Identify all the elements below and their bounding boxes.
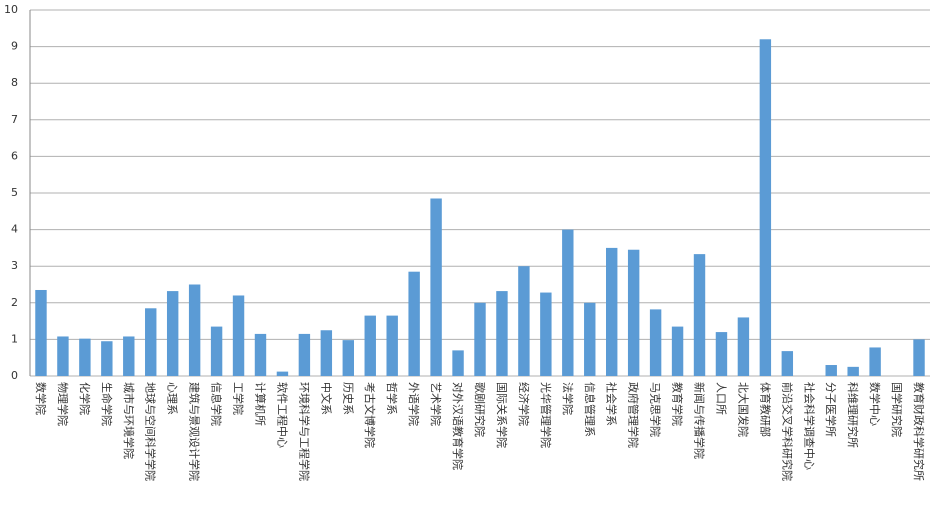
bar [188,284,201,376]
bar [320,330,333,376]
y-tick-label: 1 [11,332,18,345]
x-tick-label: 物理学院 [56,382,70,426]
y-tick-label: 0 [11,369,18,382]
bar [452,350,464,376]
bar [342,340,354,376]
y-tick-label: 3 [11,259,18,272]
bar [627,249,640,376]
x-tick-label: 北大国发院 [736,382,750,437]
x-tick-label: 对外汉语教育学院 [451,382,465,470]
x-tick-label: 体育教研部 [758,382,772,437]
x-tick-label: 新闻与传播学院 [693,382,707,459]
bar [693,254,706,376]
x-tick-label: 生命学院 [100,382,114,426]
bar [210,326,223,376]
x-tick-label: 外语学院 [407,382,421,426]
x-tick-label: 心理系 [166,382,179,415]
bar [276,371,289,376]
bar [298,333,311,376]
y-tick-label: 6 [11,149,18,162]
x-tick-label: 人口所 [714,382,727,415]
bar [781,351,794,376]
bar [430,198,442,376]
bar [562,229,574,376]
x-tick-label: 国学研究院 [890,382,904,437]
x-tick-label: 数学中心 [868,382,882,426]
bar [386,315,398,376]
x-tick-label: 前沿交叉学科研究院 [780,382,794,481]
bar [123,336,135,376]
x-tick-label: 法学院 [561,382,575,415]
bar [825,365,837,376]
x-tick-label: 歌剧研究院 [473,382,487,437]
bar [254,333,267,376]
x-tick-label: 光华管理学院 [539,382,553,448]
x-tick-label: 城市与环境学院 [122,382,136,459]
x-tick-label: 信息管理系 [583,382,597,437]
x-tick-label: 中文系 [319,382,333,415]
bar [518,266,530,376]
x-tick-label: 化学院 [78,382,92,415]
x-tick-label: 建筑与景观设计学院 [188,382,202,481]
x-tick-label: 工学院 [232,382,246,415]
x-tick-label: 政府管理学院 [627,382,641,448]
bar [715,332,728,376]
x-tick-label: 地球与空间科学学院 [144,382,158,481]
x-tick-label: 信息学院 [210,382,224,426]
y-tick-label: 5 [11,186,18,199]
bar [101,341,113,376]
y-tick-label: 10 [4,3,18,16]
y-tick-label: 2 [11,296,18,309]
x-tick-label: 社会科学调查中心 [802,382,816,470]
x-tick-label: 哲学系 [385,382,399,415]
x-tick-label: 软件工程中心 [275,382,289,448]
bar [79,338,91,376]
bar [869,347,881,376]
x-tick-label: 数学院 [34,382,48,415]
bar [35,289,47,376]
bar [496,291,508,376]
bar [540,292,552,376]
bar [649,309,662,376]
bar [364,315,376,376]
y-tick-label: 9 [11,40,18,53]
x-tick-label: 社会学系 [605,382,619,426]
bar [759,39,772,376]
x-tick-label: 国际关系学院 [495,382,509,448]
bar [166,291,179,376]
bar [145,308,157,376]
bar [584,302,596,376]
x-tick-label: 考古文博学院 [363,382,377,448]
bar [737,317,750,376]
x-tick-label: 艺术学院 [429,382,443,426]
bar [474,302,486,376]
x-tick-label: 教育学院 [671,382,685,426]
bar [606,247,618,376]
x-tick-label: 计算机所 [253,382,267,426]
x-tick-label: 教育财政科学研究所 [912,382,926,481]
bar [847,366,859,376]
bar [671,326,684,376]
bar [408,271,420,376]
x-tick-label: 分子医学所 [824,382,838,437]
bar [913,339,925,376]
x-tick-label: 历史系 [341,382,354,415]
bar [232,295,245,376]
x-tick-label: 环境科学与工程学院 [297,382,311,481]
x-tick-label: 科维理研究所 [846,382,860,448]
x-tick-label: 经济学院 [517,382,531,426]
y-tick-label: 7 [11,113,18,126]
y-tick-label: 8 [11,76,18,89]
bar [57,336,69,376]
x-tick-label: 马克思学院 [649,382,663,437]
y-tick-label: 4 [11,223,18,236]
